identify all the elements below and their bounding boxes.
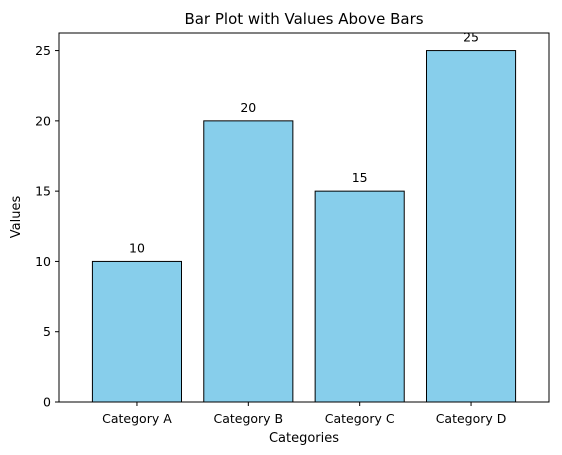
x-tick-label-4: Category D [436,411,507,426]
x-tick-label-2: Category B [213,411,283,426]
y-tick-label-10: 10 [35,254,51,269]
x-tick-label-3: Category C [325,411,395,426]
value-label-2: 20 [240,100,256,115]
y-tick-label-5: 5 [43,324,51,339]
y-tick-label-25: 25 [35,43,51,58]
value-label-1: 10 [129,240,145,255]
x-axis-label: Categories [269,431,339,446]
y-tick-label-15: 15 [35,184,51,199]
chart-title: Bar Plot with Values Above Bars [184,10,423,28]
value-label-3: 15 [352,170,368,185]
y-tick-label-0: 0 [43,395,51,410]
bar-2 [203,120,294,403]
y-axis-label: Values [9,196,24,239]
value-label-4: 25 [463,30,479,45]
y-tick-label-20: 20 [35,113,51,128]
bar-4 [426,50,517,403]
plot-frame [58,32,550,403]
bar-3 [314,190,405,403]
x-tick-label-1: Category A [102,411,172,426]
bar-1 [91,260,182,403]
